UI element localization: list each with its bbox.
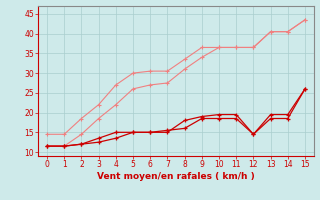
X-axis label: Vent moyen/en rafales ( km/h ): Vent moyen/en rafales ( km/h ) xyxy=(97,172,255,181)
